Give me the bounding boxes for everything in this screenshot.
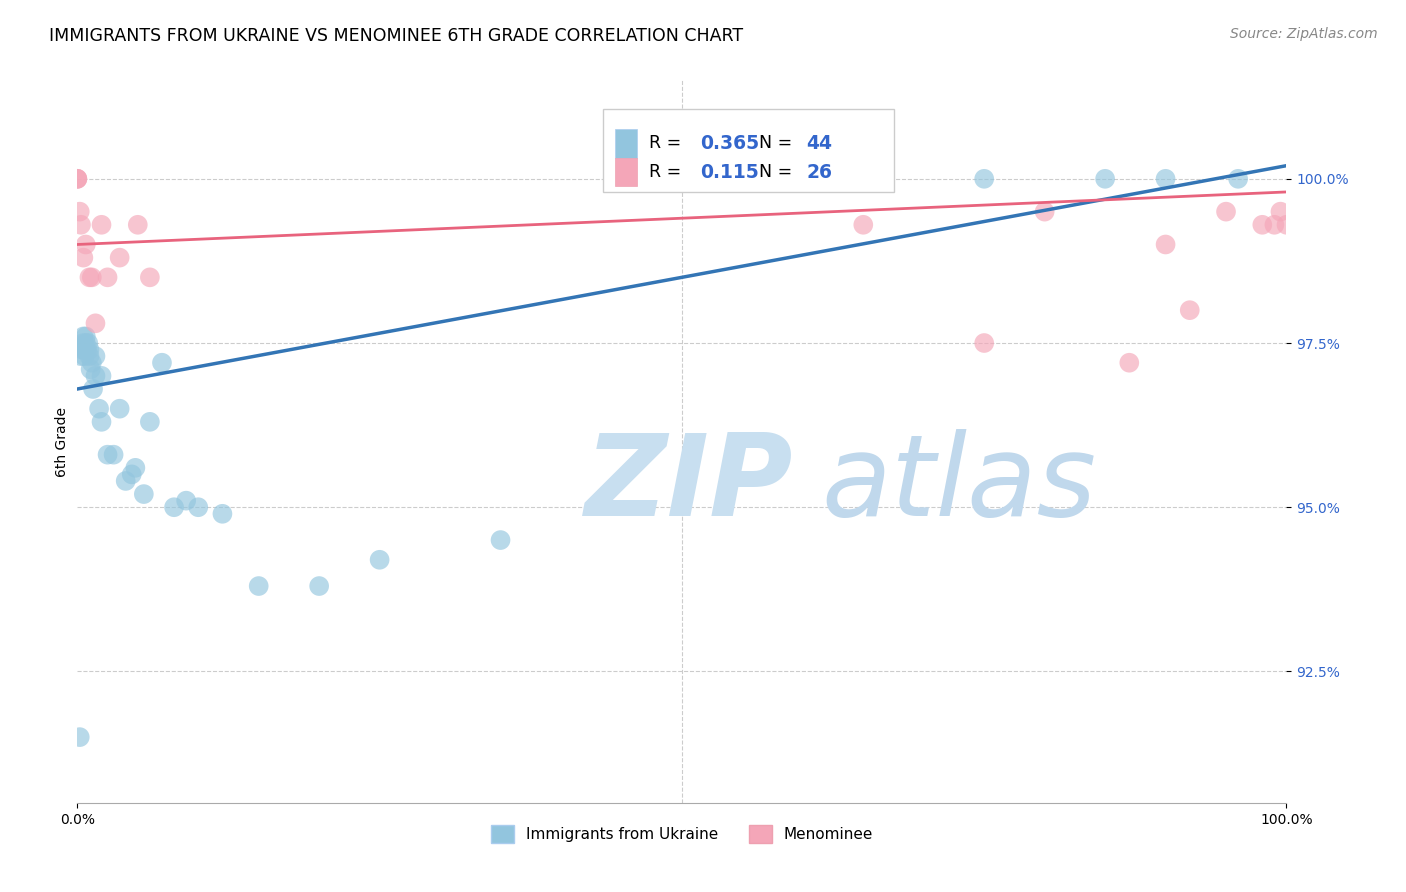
Text: R =: R = [650, 134, 688, 153]
Text: N =: N = [748, 163, 799, 181]
Point [1094, 171, 1116, 186]
Point [1154, 171, 1177, 186]
Point [163, 500, 186, 515]
Point [1251, 218, 1274, 232]
Point [121, 467, 143, 482]
Point [80, 270, 103, 285]
Point [124, 460, 146, 475]
Point [103, 448, 125, 462]
Text: R =: R = [650, 163, 688, 181]
Point [973, 171, 995, 186]
Point [84, 316, 107, 330]
Point [69, 204, 91, 219]
Point [108, 251, 131, 265]
Text: Source: ZipAtlas.com: Source: ZipAtlas.com [1230, 27, 1378, 41]
Point [96, 448, 118, 462]
Point [368, 553, 391, 567]
Point [1275, 218, 1298, 232]
Point [247, 579, 270, 593]
Legend: Immigrants from Ukraine, Menominee: Immigrants from Ukraine, Menominee [485, 819, 879, 849]
Point [75, 237, 97, 252]
Text: 44: 44 [807, 134, 832, 153]
Point [1154, 237, 1177, 252]
Point [66, 171, 89, 186]
Point [70, 349, 93, 363]
FancyBboxPatch shape [603, 109, 894, 193]
Point [1263, 218, 1285, 232]
Point [1033, 204, 1056, 219]
Point [852, 218, 875, 232]
Point [187, 500, 209, 515]
Point [852, 171, 875, 186]
Point [114, 474, 136, 488]
Point [70, 343, 93, 357]
Text: 0.365: 0.365 [700, 134, 759, 153]
Text: ZIP: ZIP [585, 429, 793, 541]
Point [489, 533, 512, 547]
Point [82, 382, 104, 396]
Point [150, 356, 173, 370]
Point [72, 329, 94, 343]
Point [139, 415, 162, 429]
Point [671, 171, 693, 186]
Point [211, 507, 233, 521]
Point [79, 343, 101, 357]
Point [90, 218, 112, 232]
Point [77, 336, 100, 351]
Point [308, 579, 330, 593]
Point [72, 336, 94, 351]
Point [70, 218, 93, 232]
Point [72, 251, 94, 265]
Point [174, 493, 197, 508]
Bar [616, 158, 637, 186]
Point [66, 171, 89, 186]
Text: N =: N = [748, 134, 799, 153]
Text: 0.115: 0.115 [700, 162, 759, 182]
Point [79, 270, 101, 285]
Text: atlas: atlas [821, 429, 1097, 541]
Point [75, 336, 97, 351]
Point [90, 368, 112, 383]
Y-axis label: 6th Grade: 6th Grade [55, 407, 69, 476]
Point [84, 349, 107, 363]
Point [76, 343, 98, 357]
Point [1118, 356, 1140, 370]
Point [66, 171, 89, 186]
Point [87, 401, 110, 416]
Point [108, 401, 131, 416]
Point [1270, 204, 1292, 219]
Point [75, 329, 97, 343]
Text: 26: 26 [807, 162, 832, 182]
Point [132, 487, 155, 501]
Point [973, 336, 995, 351]
Point [69, 730, 91, 744]
Point [1227, 171, 1250, 186]
Point [1178, 303, 1201, 318]
Point [73, 343, 96, 357]
Point [80, 356, 103, 370]
Bar [616, 128, 637, 158]
Point [79, 362, 101, 376]
Point [73, 349, 96, 363]
Point [96, 270, 118, 285]
Point [84, 368, 107, 383]
Point [1215, 204, 1237, 219]
Point [90, 415, 112, 429]
Point [139, 270, 162, 285]
Point [127, 218, 149, 232]
Point [79, 349, 101, 363]
Text: IMMIGRANTS FROM UKRAINE VS MENOMINEE 6TH GRADE CORRELATION CHART: IMMIGRANTS FROM UKRAINE VS MENOMINEE 6TH… [49, 27, 744, 45]
